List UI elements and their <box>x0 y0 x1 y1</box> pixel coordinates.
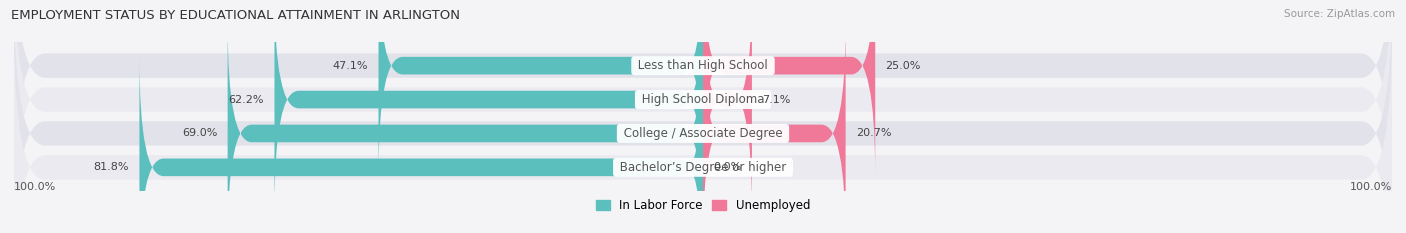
Text: High School Diploma: High School Diploma <box>638 93 768 106</box>
Text: College / Associate Degree: College / Associate Degree <box>620 127 786 140</box>
Text: Bachelor’s Degree or higher: Bachelor’s Degree or higher <box>616 161 790 174</box>
Text: 69.0%: 69.0% <box>181 128 218 138</box>
Text: Source: ZipAtlas.com: Source: ZipAtlas.com <box>1284 9 1395 19</box>
Text: 20.7%: 20.7% <box>856 128 891 138</box>
Legend: In Labor Force, Unemployed: In Labor Force, Unemployed <box>596 199 810 212</box>
FancyBboxPatch shape <box>14 0 1392 206</box>
FancyBboxPatch shape <box>378 0 703 175</box>
Text: 7.1%: 7.1% <box>762 95 790 105</box>
FancyBboxPatch shape <box>703 24 845 233</box>
FancyBboxPatch shape <box>14 27 1392 233</box>
FancyBboxPatch shape <box>14 0 1392 233</box>
FancyBboxPatch shape <box>139 58 703 233</box>
FancyBboxPatch shape <box>228 24 703 233</box>
Text: Less than High School: Less than High School <box>634 59 772 72</box>
Text: 0.0%: 0.0% <box>713 162 741 172</box>
FancyBboxPatch shape <box>703 0 752 209</box>
FancyBboxPatch shape <box>274 0 703 209</box>
Text: 62.2%: 62.2% <box>229 95 264 105</box>
Text: 100.0%: 100.0% <box>1350 182 1392 192</box>
Text: EMPLOYMENT STATUS BY EDUCATIONAL ATTAINMENT IN ARLINGTON: EMPLOYMENT STATUS BY EDUCATIONAL ATTAINM… <box>11 9 460 22</box>
FancyBboxPatch shape <box>703 0 875 175</box>
Text: 100.0%: 100.0% <box>14 182 56 192</box>
FancyBboxPatch shape <box>14 0 1392 233</box>
Text: 81.8%: 81.8% <box>94 162 129 172</box>
Text: 47.1%: 47.1% <box>333 61 368 71</box>
Text: 25.0%: 25.0% <box>886 61 921 71</box>
